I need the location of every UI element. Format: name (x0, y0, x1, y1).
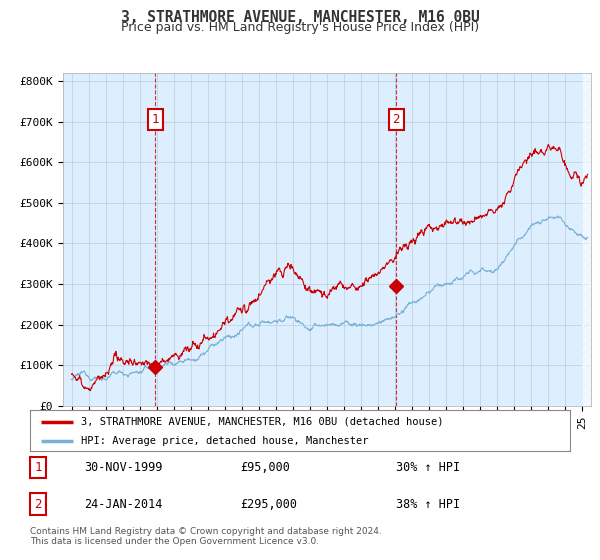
Text: 1: 1 (152, 113, 159, 126)
Text: HPI: Average price, detached house, Manchester: HPI: Average price, detached house, Manc… (82, 436, 369, 446)
Text: £95,000: £95,000 (240, 461, 290, 474)
Text: 30% ↑ HPI: 30% ↑ HPI (396, 461, 460, 474)
Text: 2: 2 (34, 497, 41, 511)
Text: 1: 1 (34, 461, 41, 474)
Text: £295,000: £295,000 (240, 497, 297, 511)
Text: 38% ↑ HPI: 38% ↑ HPI (396, 497, 460, 511)
Text: 3, STRATHMORE AVENUE, MANCHESTER, M16 0BU: 3, STRATHMORE AVENUE, MANCHESTER, M16 0B… (121, 10, 479, 25)
Text: 30-NOV-1999: 30-NOV-1999 (84, 461, 163, 474)
Text: 3, STRATHMORE AVENUE, MANCHESTER, M16 0BU (detached house): 3, STRATHMORE AVENUE, MANCHESTER, M16 0B… (82, 417, 444, 427)
Text: 2: 2 (392, 113, 400, 126)
Text: Price paid vs. HM Land Registry's House Price Index (HPI): Price paid vs. HM Land Registry's House … (121, 21, 479, 34)
Text: 24-JAN-2014: 24-JAN-2014 (84, 497, 163, 511)
Text: Contains HM Land Registry data © Crown copyright and database right 2024.
This d: Contains HM Land Registry data © Crown c… (30, 526, 382, 546)
